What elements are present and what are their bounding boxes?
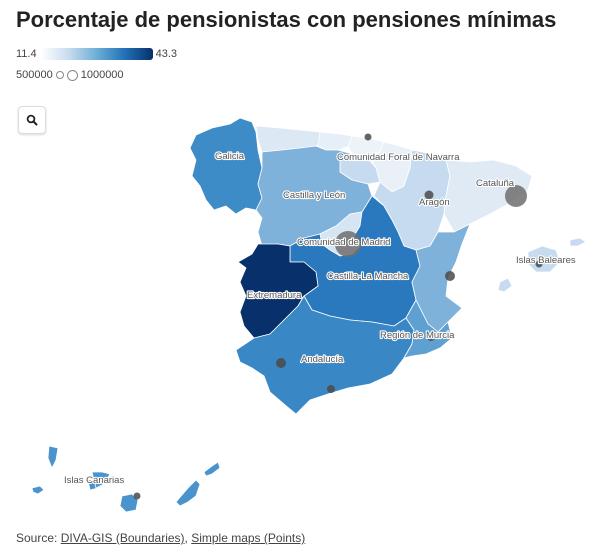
search-icon: [26, 114, 38, 126]
label-baleares: Islas Baleares: [516, 255, 576, 266]
color-legend-min: 11.4: [16, 48, 37, 60]
region-cantabria[interactable]: [317, 131, 353, 151]
label-cataluna: Cataluña: [476, 178, 515, 189]
diva-gis-link[interactable]: DIVA-GIS (Boundaries): [60, 531, 185, 545]
region-valenciana[interactable]: [411, 223, 471, 333]
region-canarias-lanzarote[interactable]: [203, 461, 221, 477]
color-legend: 11.4 43.3: [16, 47, 177, 61]
label-castilla-la-mancha: Castilla-La Mancha: [327, 271, 409, 282]
region-canarias-tenerife[interactable]: [91, 471, 111, 489]
label-navarra: Comunidad Foral de Navarra: [337, 152, 460, 163]
city-valencia[interactable]: [445, 271, 455, 281]
label-canarias: Islas Canarias: [64, 475, 124, 486]
city-las-palmas[interactable]: [133, 492, 141, 500]
source-separator: ,: [184, 531, 192, 545]
city-sevilla[interactable]: [276, 358, 286, 368]
small-circle-icon: [55, 71, 64, 79]
city-bilbao[interactable]: [364, 133, 372, 141]
label-murcia: Región de Murcia: [380, 330, 455, 341]
city-malaga[interactable]: [327, 385, 335, 393]
region-canarias-grancanaria[interactable]: [119, 493, 139, 513]
label-madrid: Comunidad de Madrid: [297, 237, 390, 248]
region-murcia[interactable]: [403, 299, 453, 359]
region-baleares-menorca[interactable]: [569, 237, 587, 247]
label-extremadura: Extremadura: [247, 290, 302, 301]
region-baleares-ibiza[interactable]: [497, 277, 513, 293]
region-galicia[interactable]: [189, 117, 263, 215]
city-barcelona[interactable]: [505, 185, 527, 207]
simple-maps-link[interactable]: Simple maps (Points): [191, 531, 306, 545]
city-zaragoza[interactable]: [424, 190, 434, 200]
label-andalucia: Andalucía: [301, 354, 344, 365]
large-circle-icon: [66, 69, 78, 81]
city-palma[interactable]: [535, 260, 543, 268]
city-madrid[interactable]: [335, 231, 361, 257]
region-canarias-fuerteventura[interactable]: [175, 479, 201, 507]
color-legend-max: 43.3: [155, 48, 178, 60]
search-button[interactable]: [18, 106, 46, 134]
region-canarias-lapalma[interactable]: [47, 445, 59, 469]
chart-title: Porcentaje de pensionistas con pensiones…: [16, 7, 557, 32]
label-galicia: Galicia: [215, 151, 245, 162]
size-legend-max: 1000000: [80, 69, 124, 81]
region-canarias-hierro[interactable]: [31, 485, 45, 495]
source-note: Source: DIVA-GIS (Boundaries), Simple ma…: [16, 531, 305, 545]
label-aragon: Aragón: [419, 197, 450, 208]
label-castilla-y-leon: Castilla y León: [283, 190, 345, 201]
city-murcia[interactable]: [427, 333, 435, 341]
region-cataluna[interactable]: [443, 159, 533, 233]
size-legend-min: 500000: [16, 69, 53, 81]
color-gradient-bar: [40, 48, 153, 60]
source-prefix: Source:: [16, 531, 61, 545]
size-legend: 500000 1000000: [16, 68, 124, 82]
